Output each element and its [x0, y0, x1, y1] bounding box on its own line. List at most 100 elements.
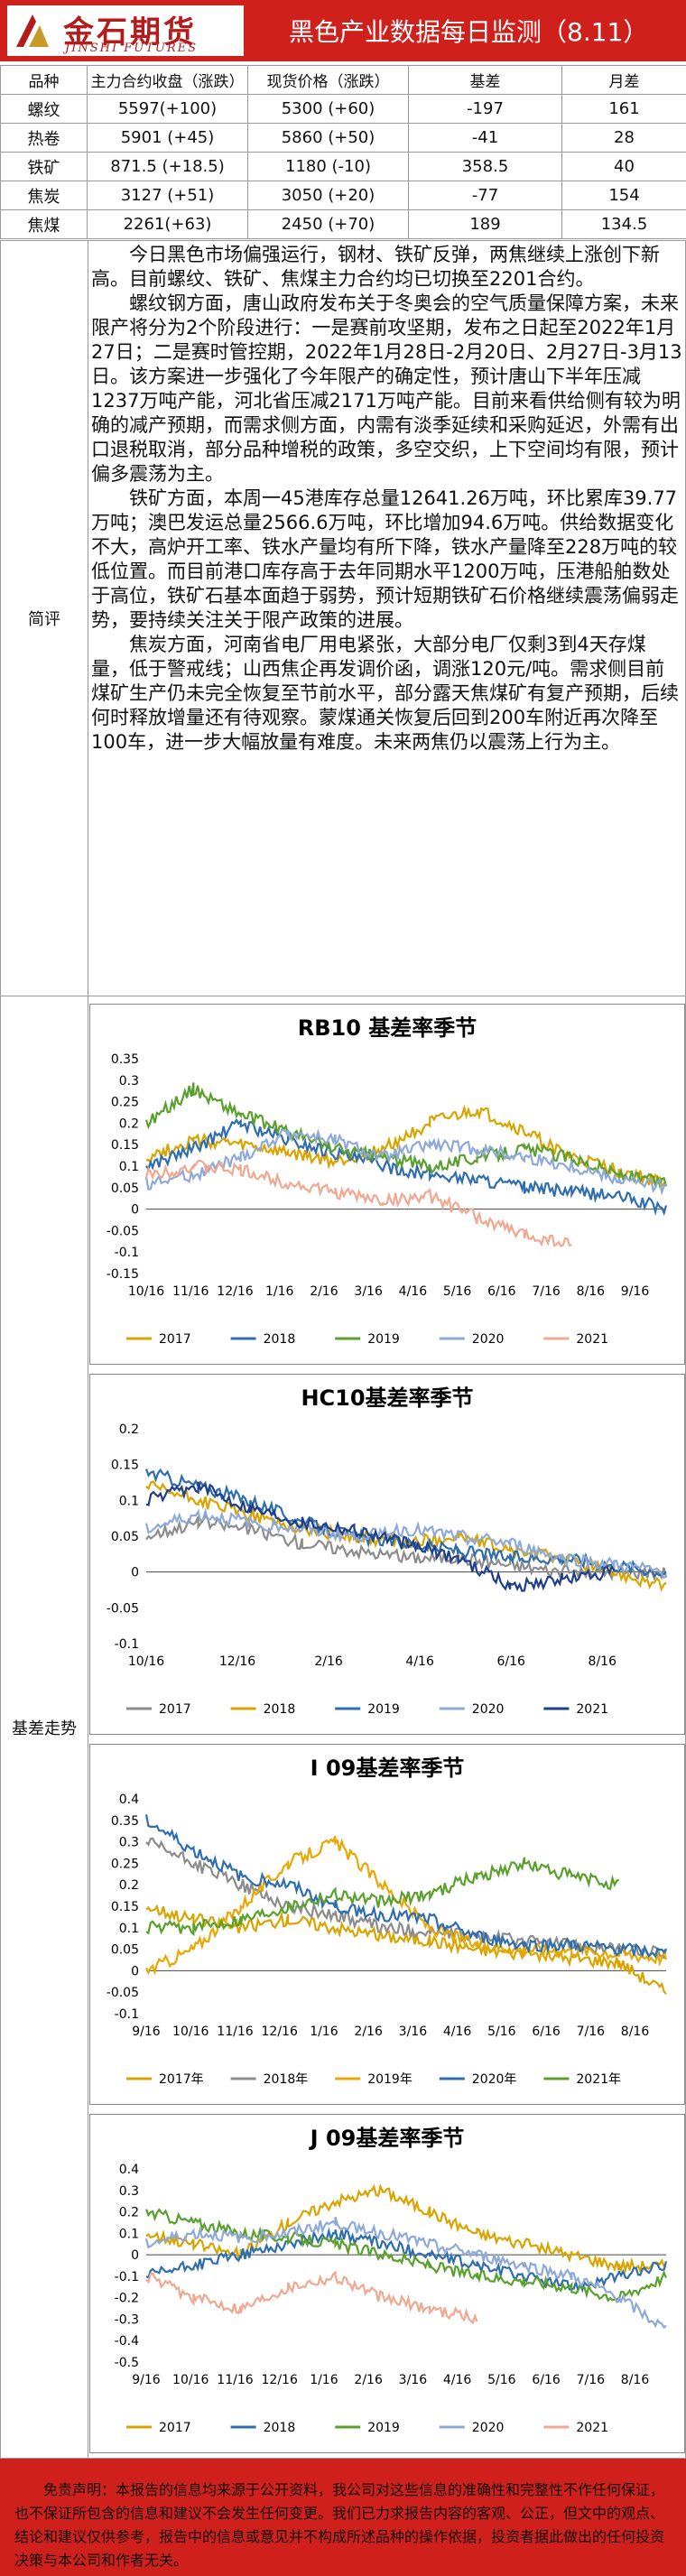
y-tick-label: 0 [131, 1566, 139, 1580]
table-cell: 134.5 [561, 209, 686, 239]
series-line [145, 1104, 667, 1188]
y-tick-label: 0.35 [111, 1814, 139, 1829]
legend-label: 2017 [159, 1702, 191, 1717]
y-tick-label: -0.15 [107, 1267, 139, 1282]
x-tick-label: 9/16 [132, 2373, 161, 2387]
y-tick-label: 0.2 [119, 1878, 139, 1893]
x-tick-label: 2/16 [310, 1284, 338, 1299]
legend-label: 2017 [159, 1332, 191, 1347]
y-tick-label: 0.2 [119, 2206, 139, 2220]
x-tick-label: 12/16 [262, 2373, 298, 2387]
j09-chart-svg: J 09基差率季节 -0.5 -0.4 -0.3 -0.2 -0.1 0 0.1 0.2 0.3 0… [115, 2126, 668, 2435]
x-tick-label: 7/16 [577, 2373, 606, 2387]
y-tick-label: -0.05 [107, 1986, 139, 2000]
table-cell: 焦煤 [0, 209, 88, 239]
table-cell: 2450 (+70) [247, 209, 409, 239]
x-tick-label: 7/16 [577, 2025, 606, 2039]
legend-label: 2019 [367, 1702, 400, 1717]
series-line [144, 1814, 667, 1959]
series-line [144, 1082, 668, 1190]
y-tick-label: -0.05 [107, 1601, 139, 1616]
x-tick-label: 6/16 [532, 2025, 561, 2039]
x-tick-label: 2/16 [314, 1654, 343, 1669]
legend-label: 2020 [472, 2421, 505, 2435]
x-tick-label: 8/16 [621, 2373, 650, 2387]
chart-title: J 09基差率季节 [309, 2126, 465, 2151]
table-cell: 2261(+63) [87, 209, 248, 239]
y-tick-label: 0.35 [111, 1052, 139, 1067]
legend-label: 2021 [576, 2421, 608, 2435]
series-line [145, 2183, 667, 2275]
column-header: 主力合约收盘（涨跌） [87, 65, 248, 95]
y-tick-label: -0.1 [115, 2007, 139, 2022]
legend-label: 2021 [576, 1702, 608, 1717]
x-tick-label: 2/16 [354, 2373, 383, 2387]
table-row: 热卷 5901 (+45) 5860 (+50) -41 28 [0, 123, 686, 153]
x-tick-label: 8/16 [589, 1654, 617, 1669]
y-tick-label: 0.1 [119, 1160, 139, 1174]
legend-label: 2018 [264, 1702, 296, 1717]
y-tick-label: 0.15 [111, 1900, 139, 1914]
series-line [144, 1468, 667, 1579]
x-tick-label: 4/16 [443, 2025, 472, 2039]
page-header: 金石期货 JINSHI FUTURES 黑色产业数据每日监测（8.11） [0, 0, 686, 61]
table-cell: 358.5 [408, 152, 562, 181]
table-cell: 5300 (+60) [247, 94, 409, 124]
series-line [145, 1481, 616, 1592]
y-tick-label: 0 [131, 1203, 139, 1218]
y-tick-label: 0.15 [111, 1138, 139, 1153]
table-cell: 871.5 (+18.5) [87, 152, 248, 181]
series-line [145, 1117, 668, 1217]
y-tick-label: 0.2 [119, 1422, 139, 1437]
y-tick-label: -0.1 [115, 1246, 139, 1260]
x-tick-label: 7/16 [532, 1284, 561, 1299]
disclaimer-footer: 免责声明：本报告的信息均来源于公开资料，我公司对这些信息的准确性和完整性不作任何… [0, 2459, 686, 2576]
table-cell: 螺纹 [0, 94, 88, 124]
x-tick-label: 5/16 [443, 1284, 472, 1299]
table-cell: 5860 (+50) [247, 123, 409, 153]
y-tick-label: 0.25 [111, 1096, 139, 1110]
basis-charts-section: 基差走势 RB10 基差率季节 -0.15 -0.1 -0.05 0 0.05 0.1 0.1… [0, 996, 686, 2459]
logo: 金石期货 JINSHI FUTURES [7, 5, 244, 56]
x-tick-label: 3/16 [399, 2373, 428, 2387]
series-line [145, 2270, 478, 2325]
column-header: 基差 [408, 65, 562, 95]
x-tick-label: 6/16 [496, 1654, 525, 1669]
x-tick-label: 4/16 [399, 1284, 428, 1299]
legend-label: 2017 [159, 2421, 191, 2435]
review-paragraph: 铁矿方面，本周一45港库存总量12641.26万吨，环比累库39.77万吨；澳巴… [91, 487, 679, 631]
x-tick-label: 6/16 [487, 1284, 516, 1299]
table-cell: 189 [408, 209, 562, 239]
i09-chart-svg: I 09基差率季节 -0.1 -0.05 0 0.05 0.1 0.15 0.2 0.25 0.3… [107, 1756, 668, 2087]
x-tick-label: 4/16 [443, 2373, 472, 2387]
x-tick-label: 4/16 [405, 1654, 434, 1669]
y-tick-label: 0.2 [119, 1117, 139, 1131]
series-line [144, 1507, 667, 1580]
x-tick-label: 8/16 [577, 1284, 606, 1299]
y-tick-label: 0.05 [111, 1530, 139, 1544]
y-tick-label: 0.4 [119, 1793, 139, 1807]
x-tick-label: 1/16 [310, 2373, 338, 2387]
table-row: 焦煤 2261(+63) 2450 (+70) 189 134.5 [0, 209, 686, 239]
y-tick-label: -0.4 [115, 2334, 139, 2349]
x-tick-label: 12/16 [217, 1284, 253, 1299]
x-tick-label: 2/16 [354, 2025, 383, 2039]
x-tick-label: 8/16 [621, 2025, 650, 2039]
logo-mark-icon [13, 11, 52, 51]
column-header: 品种 [0, 65, 88, 95]
y-tick-label: 0.3 [119, 1074, 139, 1089]
table-header-row: 品种 主力合约收盘（涨跌） 现货价格（涨跌） 基差 月差 [0, 65, 686, 95]
charts-label: 基差走势 [1, 996, 88, 2458]
j09-chart: J 09基差率季节 -0.5 -0.4 -0.3 -0.2 -0.1 0 0.1 0.2 0.3 0… [89, 2114, 685, 2453]
table-cell: 154 [561, 181, 686, 210]
series-line [145, 1515, 668, 1582]
chart-title: HC10基差率季节 [301, 1385, 473, 1411]
review-label: 简评 [1, 241, 88, 996]
series-line [144, 1159, 572, 1247]
legend-label: 2018 [264, 2421, 296, 2435]
y-tick-label: 0.15 [111, 1459, 139, 1473]
column-header: 现货价格（涨跌） [247, 65, 409, 95]
legend-label: 2018 [264, 1332, 296, 1347]
series-line [144, 2208, 668, 2303]
y-tick-label: -0.2 [115, 2292, 139, 2306]
